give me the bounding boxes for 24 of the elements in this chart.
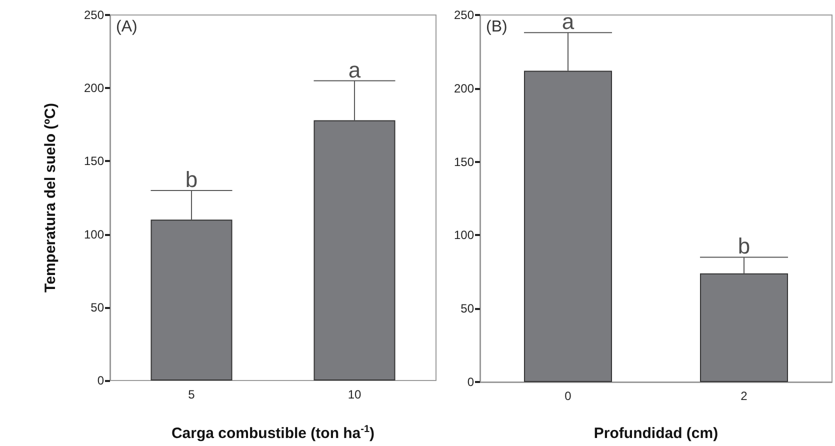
y-tick-label: 50 [460, 302, 474, 316]
y-tick-label: 150 [454, 154, 474, 169]
y-tick-label: 250 [84, 8, 104, 22]
annotation: b [185, 166, 198, 192]
y-tick-label: 100 [84, 227, 104, 242]
y-tick-label: 200 [84, 81, 104, 96]
x-tick-label: 2 [740, 389, 748, 403]
y-tick-label: 150 [84, 154, 104, 168]
x-tick-label: 10 [348, 388, 362, 402]
y-tick-label: 50 [90, 300, 104, 314]
annotation: b [738, 234, 750, 259]
annotation: a [348, 57, 362, 82]
y-tick-label: 0 [97, 374, 104, 388]
x-tick-label: 5 [188, 388, 196, 402]
y-tick-label: 250 [454, 8, 474, 22]
x-axis-title: Profundidad (cm) [594, 425, 718, 442]
y-axis-title: Temperatura del suelo (ºC) [42, 103, 59, 292]
x-tick-label: 0 [564, 389, 572, 403]
y-tick-label: 0 [467, 375, 474, 389]
annotation: (B) [486, 18, 508, 36]
annotation: a [562, 9, 575, 34]
y-tick-label: 100 [454, 228, 474, 242]
annotation: (A) [116, 18, 138, 36]
y-tick-label: 200 [454, 81, 474, 96]
